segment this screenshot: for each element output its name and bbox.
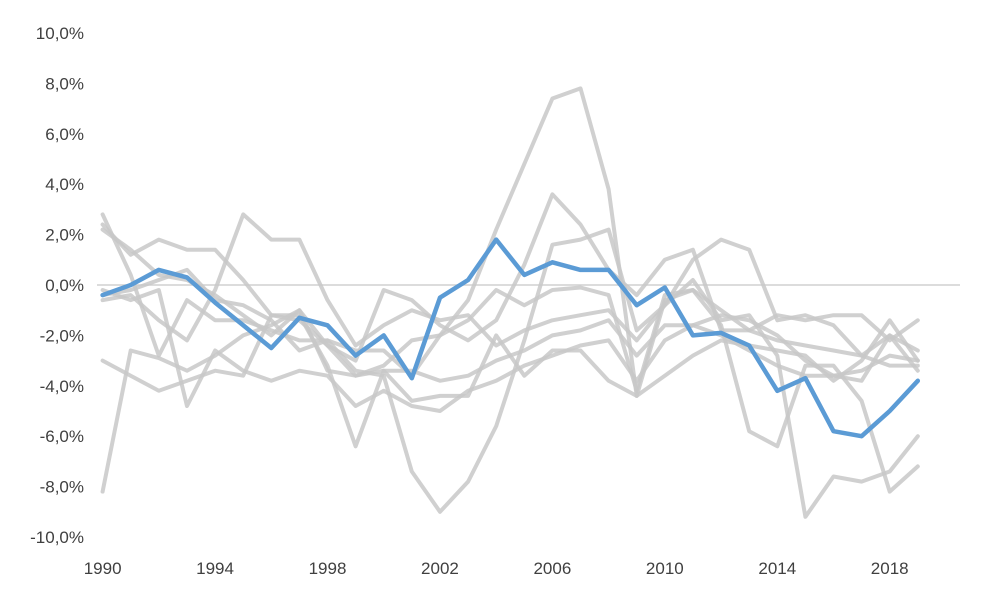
- y-tick-label: -10,0%: [30, 528, 84, 547]
- y-tick-label: 10,0%: [36, 24, 84, 43]
- background-series-line: [100, 227, 920, 383]
- x-axis-tick-labels: 1990 1994 1998 2002 2006 2010 2014 2018: [84, 559, 909, 578]
- y-axis-tick-labels: 10,0% 8,0% 6,0% 4,0% 2,0% 0,0% -2,0% -4,0% -6,0%…: [30, 24, 84, 547]
- y-tick-label: 4,0%: [45, 175, 84, 194]
- x-tick-label: 2002: [421, 559, 459, 578]
- y-tick-label: -6,0%: [40, 427, 84, 446]
- background-series-line: [100, 288, 920, 413]
- y-tick-label: 8,0%: [45, 74, 84, 93]
- highlight-series-line: [100, 237, 921, 439]
- background-series-line: [100, 212, 920, 368]
- y-tick-label: -4,0%: [40, 377, 84, 396]
- x-tick-label: 2006: [533, 559, 571, 578]
- x-tick-label: 2014: [758, 559, 796, 578]
- y-tick-label: 0,0%: [45, 276, 84, 295]
- x-tick-label: 1998: [309, 559, 347, 578]
- x-tick-label: 1994: [196, 559, 234, 578]
- background-series-line: [100, 192, 920, 363]
- x-tick-label: 1990: [84, 559, 122, 578]
- y-tick-label: 6,0%: [45, 125, 84, 144]
- x-tick-label: 2018: [871, 559, 909, 578]
- y-tick-label: -8,0%: [40, 478, 84, 497]
- series-lines: [100, 86, 921, 519]
- background-series-line: [100, 86, 920, 398]
- x-tick-label: 2010: [646, 559, 684, 578]
- y-tick-label: 2,0%: [45, 226, 84, 245]
- y-tick-label: -2,0%: [40, 326, 84, 345]
